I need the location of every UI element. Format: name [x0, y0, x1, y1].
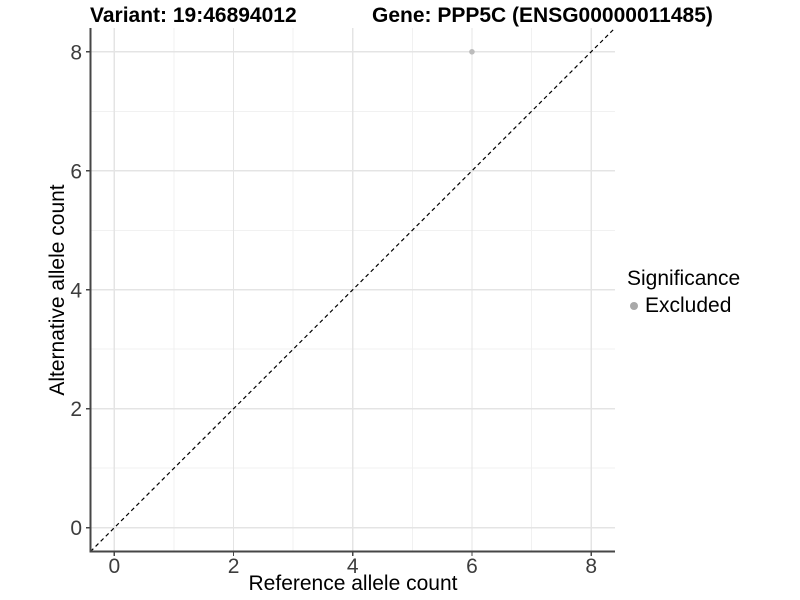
y-tick-label: 8: [70, 41, 82, 64]
x-tick-label: 8: [585, 555, 597, 578]
x-axis-title: Reference allele count: [248, 572, 458, 595]
x-tick-label: 0: [108, 555, 120, 578]
data-point: [469, 48, 475, 55]
y-tick-label: 2: [70, 398, 82, 421]
y-axis-title: Alternative allele count: [46, 184, 69, 396]
legend-item-excluded: Excluded: [627, 295, 740, 317]
legend: Significance Excluded: [627, 267, 740, 317]
x-tick-label: 6: [466, 555, 478, 578]
y-tick-label: 4: [70, 279, 82, 302]
identity-reference-line: [90, 27, 616, 552]
plot-title-gene: Gene: PPP5C (ENSG00000011485): [372, 4, 713, 27]
y-tick-label: 0: [70, 517, 82, 540]
legend-title: Significance: [627, 267, 741, 290]
y-tick-label: 6: [70, 160, 82, 183]
x-tick-label: 2: [228, 555, 240, 578]
plot-title-variant: Variant: 19:46894012: [90, 4, 297, 27]
x-tick-label: 4: [347, 555, 359, 578]
legend-item-label: Excluded: [645, 294, 732, 317]
legend-point-icon: [630, 302, 638, 310]
